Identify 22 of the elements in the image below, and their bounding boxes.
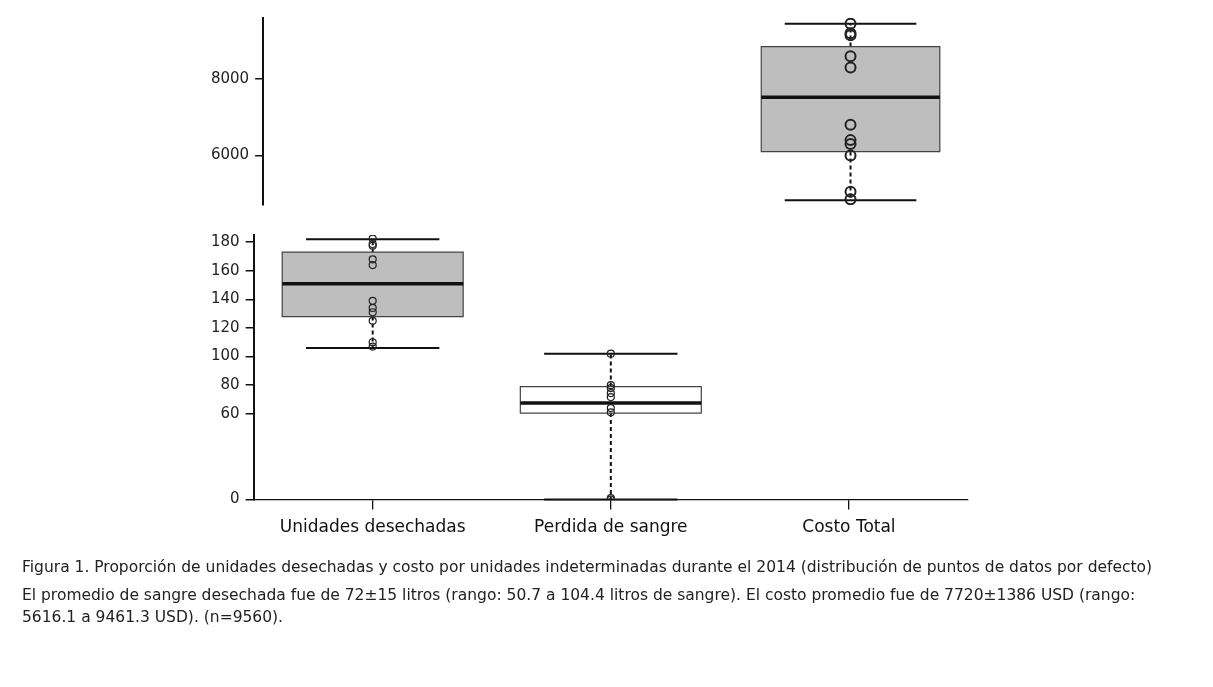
y-tick-label: 100 xyxy=(210,346,240,365)
x-tick-label: Unidades desechadas xyxy=(279,516,466,537)
point xyxy=(844,118,857,131)
y-tick-label: 80 xyxy=(220,375,240,394)
point xyxy=(844,193,857,205)
point xyxy=(844,18,857,30)
y-tick-label: 60 xyxy=(220,403,240,422)
point xyxy=(844,50,857,63)
text: Figura 1. Proporción de unidades desechadas y costo por unidades indeterminadas durante el 2014 (distribución de puntos de datos por defecto) xyxy=(22,557,1154,578)
y-tick-label: 0 xyxy=(230,489,240,508)
y-tick-label: 160 xyxy=(210,260,240,279)
x-tick-label: Costo Total xyxy=(802,516,896,537)
y-tick-label: 140 xyxy=(210,289,240,308)
text: El promedio de sangre desechada fue de 72±15 litros (rango: 50.7 a 104.4 litros de sangre). El costo promedio fue de 7720±1386 USD (rango: 5616.1 a 9461.3 USD). (n=9560). xyxy=(22,585,1137,628)
point xyxy=(844,149,857,162)
y-tick-label: 8000 xyxy=(210,68,250,87)
y-tick-label: 180 xyxy=(210,232,240,251)
y-tick-label: 120 xyxy=(210,317,240,336)
x-tick-label: Perdida de sangre xyxy=(534,516,688,537)
y-tick-label: 6000 xyxy=(210,145,250,164)
point xyxy=(844,61,857,74)
point xyxy=(844,185,857,198)
